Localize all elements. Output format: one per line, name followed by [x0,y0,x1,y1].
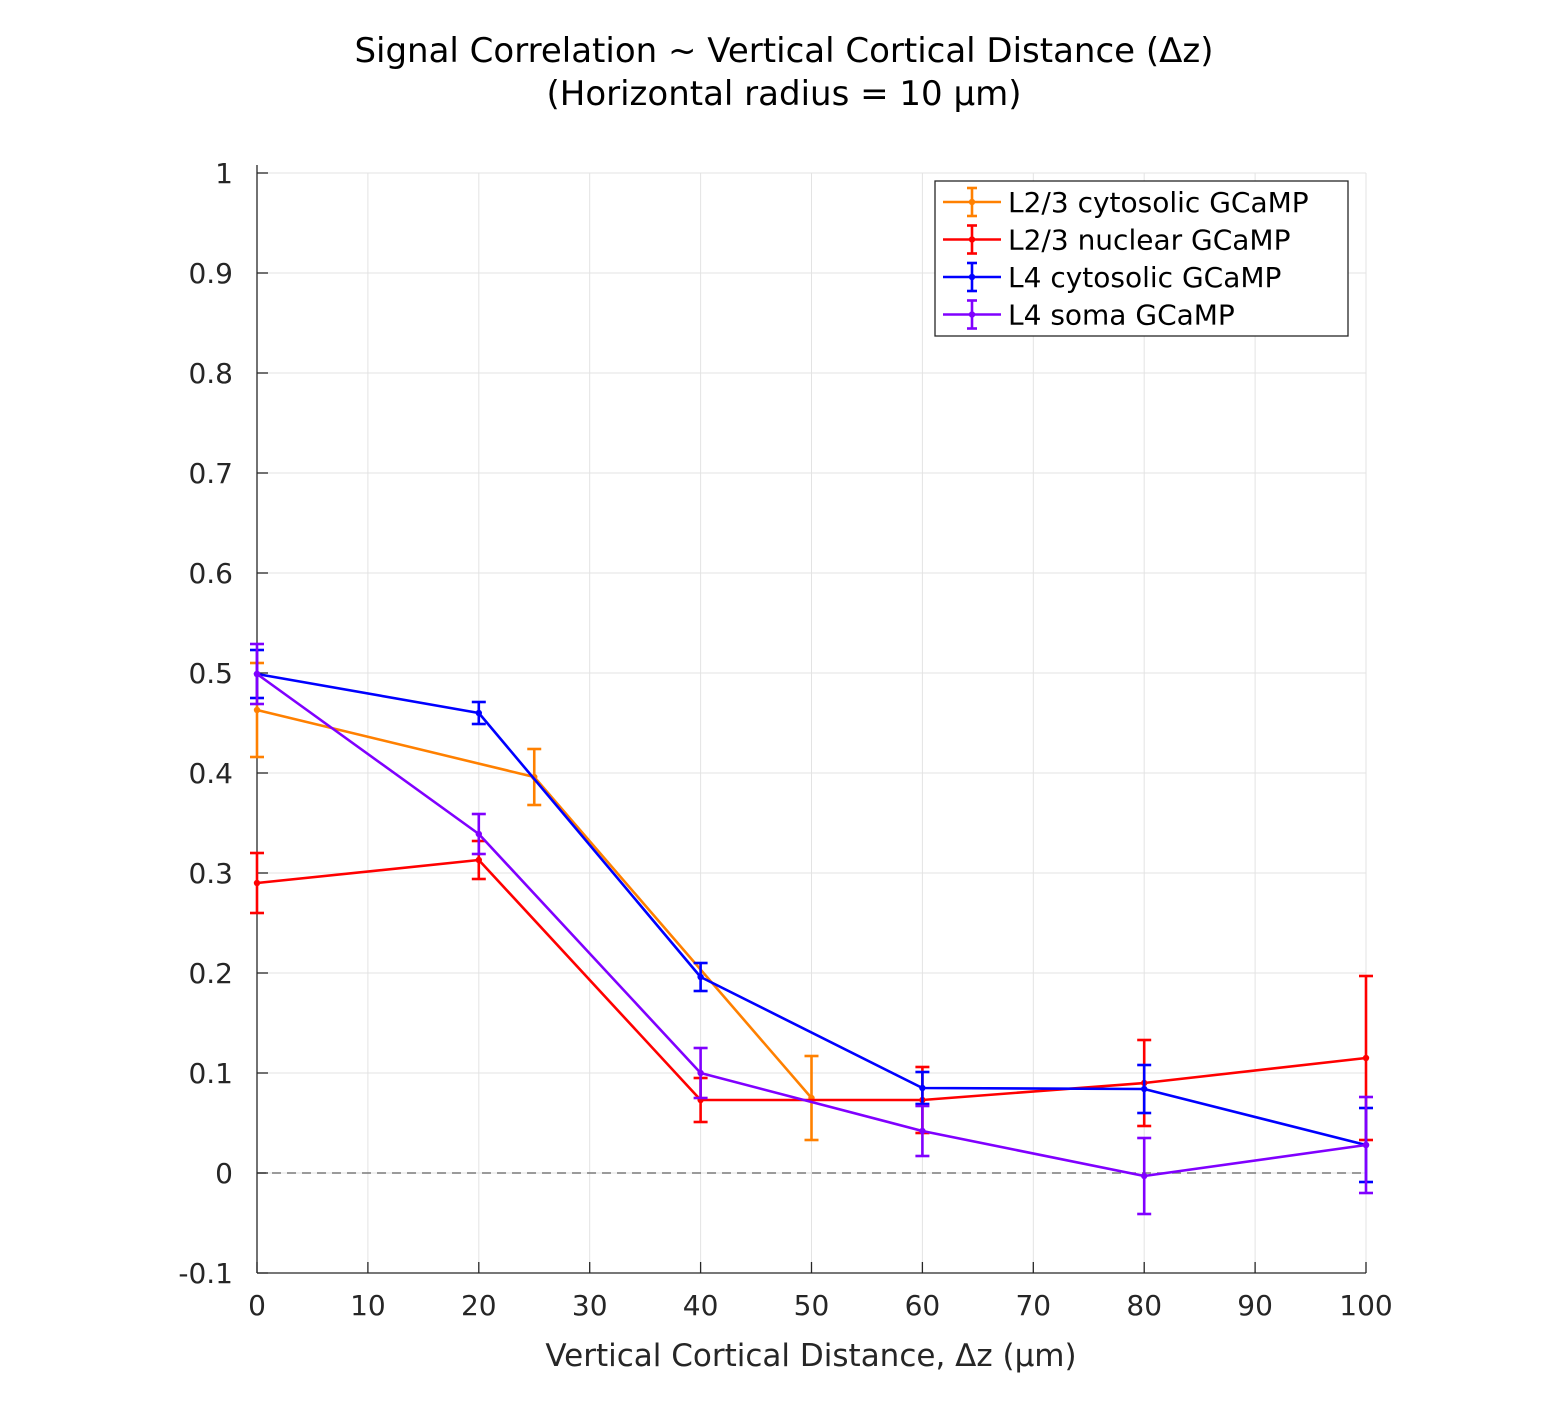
legend-swatch-marker-1 [968,236,976,243]
series-1-point-0 [253,879,261,887]
x-tick-label-0: 0 [248,1289,266,1322]
y-tick-label-6: 0.5 [188,657,233,690]
x-axis-label: Vertical Cortical Distance, Δz (μm) [545,1338,1076,1374]
series-1-line [256,858,1367,1102]
legend-entry-0: L2/3 cytosolic GCaMP [943,186,1309,219]
x-tick-label-6: 60 [905,1289,941,1322]
chart-subtitle: (Horizontal radius = 10 μm) [547,74,1022,114]
legend-label-0: L2/3 cytosolic GCaMP [1008,186,1309,219]
y-tick-label-4: 0.3 [188,857,233,890]
legend-entry-2: L4 cytosolic GCaMP [943,261,1281,294]
series-3-point-2 [697,1069,704,1077]
legend: L2/3 cytosolic GCaMP L2/3 nuclear GCaMP L4… [934,180,1349,337]
y-tick-label-10: 0.9 [188,257,233,290]
y-tick-label-8: 0.7 [188,457,233,490]
series-2-point-4 [1141,1085,1148,1093]
series-2-point-3 [919,1084,926,1092]
series-3 [250,642,1373,1216]
y-tick-label-7: 0.6 [188,557,233,590]
x-tick-label-4: 40 [683,1289,719,1322]
legend-label-1: L2/3 nuclear GCaMP [1008,224,1290,257]
legend-label-2: L4 cytosolic GCaMP [1008,261,1281,294]
legend-swatch-marker-0 [968,198,976,206]
series-3-point-5 [1362,1141,1370,1149]
series-0-point-0 [253,706,261,714]
series-0 [250,661,819,1142]
series-3-point-3 [919,1127,926,1135]
legend-label-3: L4 soma GCaMP [1008,299,1235,332]
series-3-point-4 [1141,1172,1148,1180]
y-tick-label-9: 0.8 [188,357,233,390]
series-1-point-1 [475,856,482,864]
legend-swatch-marker-2 [968,273,976,281]
x-tick-label-3: 30 [572,1289,608,1322]
y-tick-label-11: 1 [215,157,233,190]
x-tick-label-5: 50 [794,1289,830,1322]
data-series [250,642,1373,1216]
legend-swatch-marker-3 [968,311,976,318]
x-tick-label-9: 90 [1237,1289,1273,1322]
x-tick-label-2: 20 [461,1289,497,1322]
x-tick-label-1: 10 [350,1289,386,1322]
y-tick-label-5: 0.4 [188,757,233,790]
y-tick-label-1: 0 [215,1157,233,1190]
y-tick-label-0: -0.1 [178,1257,233,1290]
y-tick-label-3: 0.2 [188,957,233,990]
series-2-point-2 [697,973,704,981]
x-tick-label-7: 70 [1015,1289,1051,1322]
series-3-line [256,672,1367,1178]
x-tick-labels: 0 10 20 30 40 50 60 70 80 90 100 [248,1289,1393,1322]
x-tick-label-8: 80 [1126,1289,1162,1322]
chart-title-group: Signal Correlation ~ Vertical Cortical D… [354,31,1213,114]
y-tick-label-2: 0.1 [188,1057,233,1090]
series-2-point-1 [475,709,482,717]
series-3-point-1 [475,830,482,838]
legend-entry-3: L4 soma GCaMP [943,299,1235,332]
series-2-line [256,672,1367,1147]
series-3-point-0 [253,670,261,678]
x-tick-label-10: 100 [1339,1289,1392,1322]
legend-entry-1: L2/3 nuclear GCaMP [943,224,1290,257]
series-1-point-5 [1362,1054,1370,1062]
y-tick-labels: -0.1 0 0.1 0.2 0.3 0.4 0.5 0.6 0.7 0.8 0.9 1 [178,157,233,1290]
legend-box [934,180,1349,337]
chart-title: Signal Correlation ~ Vertical Cortical D… [354,31,1213,71]
